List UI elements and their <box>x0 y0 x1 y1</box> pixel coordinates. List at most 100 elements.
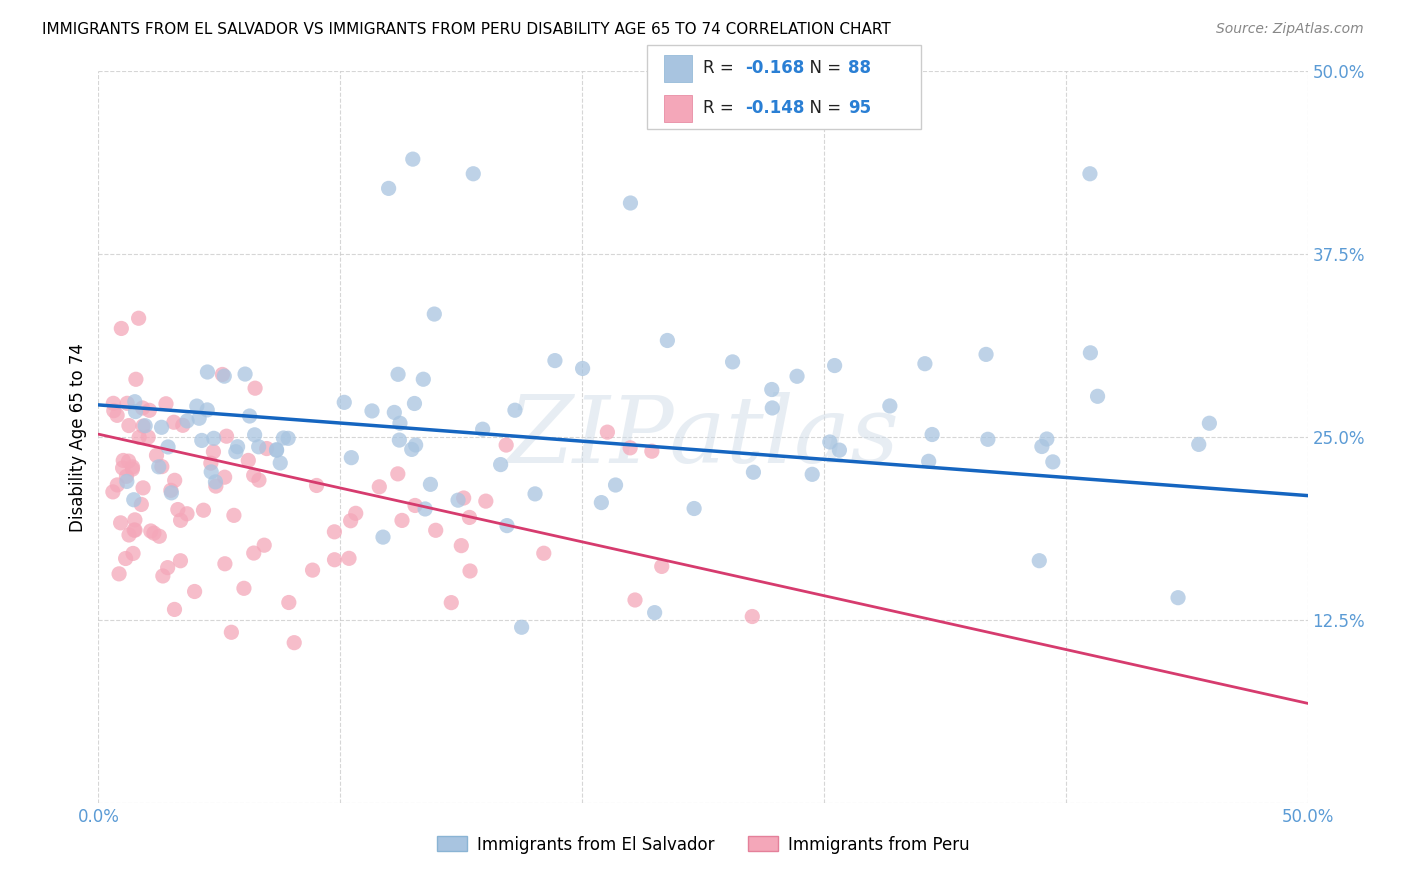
Point <box>368 480 391 494</box>
Text: IMMIGRANTS FROM EL SALVADOR VS IMMIGRANTS FROM PERU DISABILITY AGE 65 TO 74 CORR: IMMIGRANTS FROM EL SALVADOR VS IMMIGRANT… <box>42 22 891 37</box>
Point <box>503 403 526 417</box>
Point <box>239 409 262 423</box>
Point <box>786 369 808 384</box>
Point <box>412 372 434 386</box>
Point <box>619 441 641 455</box>
Point <box>128 311 150 326</box>
Point <box>122 523 145 537</box>
Point <box>818 435 841 450</box>
Text: R =: R = <box>703 60 740 78</box>
Point <box>974 347 997 361</box>
Point <box>440 596 463 610</box>
Point <box>401 442 423 457</box>
Point <box>388 416 411 430</box>
Point <box>402 152 425 166</box>
Point <box>172 418 194 433</box>
Point <box>253 538 276 552</box>
Point <box>624 593 647 607</box>
Point <box>453 491 475 505</box>
Point <box>641 444 664 458</box>
Point <box>101 484 124 499</box>
Point <box>131 498 153 512</box>
Point <box>115 396 138 410</box>
Point <box>105 478 128 492</box>
Point <box>163 473 186 487</box>
Point <box>977 432 1000 446</box>
Point <box>118 418 141 433</box>
Point <box>139 524 162 538</box>
Point <box>136 430 159 444</box>
Point <box>475 494 498 508</box>
Point <box>387 467 409 481</box>
Point <box>204 475 226 489</box>
Point <box>1042 455 1064 469</box>
Point <box>524 487 547 501</box>
Point <box>283 635 305 649</box>
Point <box>447 493 470 508</box>
Point <box>382 405 405 419</box>
Point <box>117 454 139 468</box>
Point <box>108 566 131 581</box>
Point <box>1028 554 1050 568</box>
Point <box>1078 167 1101 181</box>
Point <box>323 553 346 567</box>
Point <box>115 469 138 483</box>
Point <box>918 454 941 468</box>
Point <box>340 450 363 465</box>
Text: Source: ZipAtlas.com: Source: ZipAtlas.com <box>1216 22 1364 37</box>
Point <box>657 334 679 348</box>
Point <box>138 403 160 417</box>
Point <box>458 510 481 524</box>
Point <box>150 420 173 434</box>
Point <box>160 486 183 500</box>
Point <box>128 430 150 444</box>
Point <box>273 431 295 445</box>
Point <box>193 503 215 517</box>
Point <box>533 546 555 560</box>
Text: 88: 88 <box>848 60 870 78</box>
Point <box>222 508 245 523</box>
Point <box>111 461 134 475</box>
Point <box>828 443 851 458</box>
Point <box>169 513 191 527</box>
Point <box>163 602 186 616</box>
Point <box>148 529 170 543</box>
Point <box>188 411 211 425</box>
Point <box>169 554 191 568</box>
Point <box>333 395 356 409</box>
Point <box>118 528 141 542</box>
Point <box>644 606 666 620</box>
Point <box>277 595 299 609</box>
Point <box>256 442 278 456</box>
Point <box>651 559 673 574</box>
Point <box>103 396 125 410</box>
Point <box>761 383 783 397</box>
Point <box>489 458 512 472</box>
Point <box>571 361 593 376</box>
Point <box>377 181 399 195</box>
Point <box>166 502 188 516</box>
Point <box>323 524 346 539</box>
Point <box>1087 389 1109 403</box>
Point <box>150 459 173 474</box>
Point <box>176 507 198 521</box>
Point <box>122 546 145 560</box>
Point <box>391 513 413 527</box>
Point <box>157 440 180 454</box>
Point <box>544 353 567 368</box>
Point <box>114 551 136 566</box>
Point <box>425 524 447 538</box>
Point <box>242 546 264 560</box>
Point <box>183 584 205 599</box>
Point <box>163 415 186 429</box>
Point <box>269 456 291 470</box>
Point <box>211 368 233 382</box>
Point <box>202 444 225 458</box>
Point <box>801 467 824 482</box>
Point <box>132 419 155 434</box>
Point <box>195 403 218 417</box>
Text: N =: N = <box>799 99 846 117</box>
Point <box>202 431 225 445</box>
Point <box>721 355 744 369</box>
Point <box>124 394 146 409</box>
